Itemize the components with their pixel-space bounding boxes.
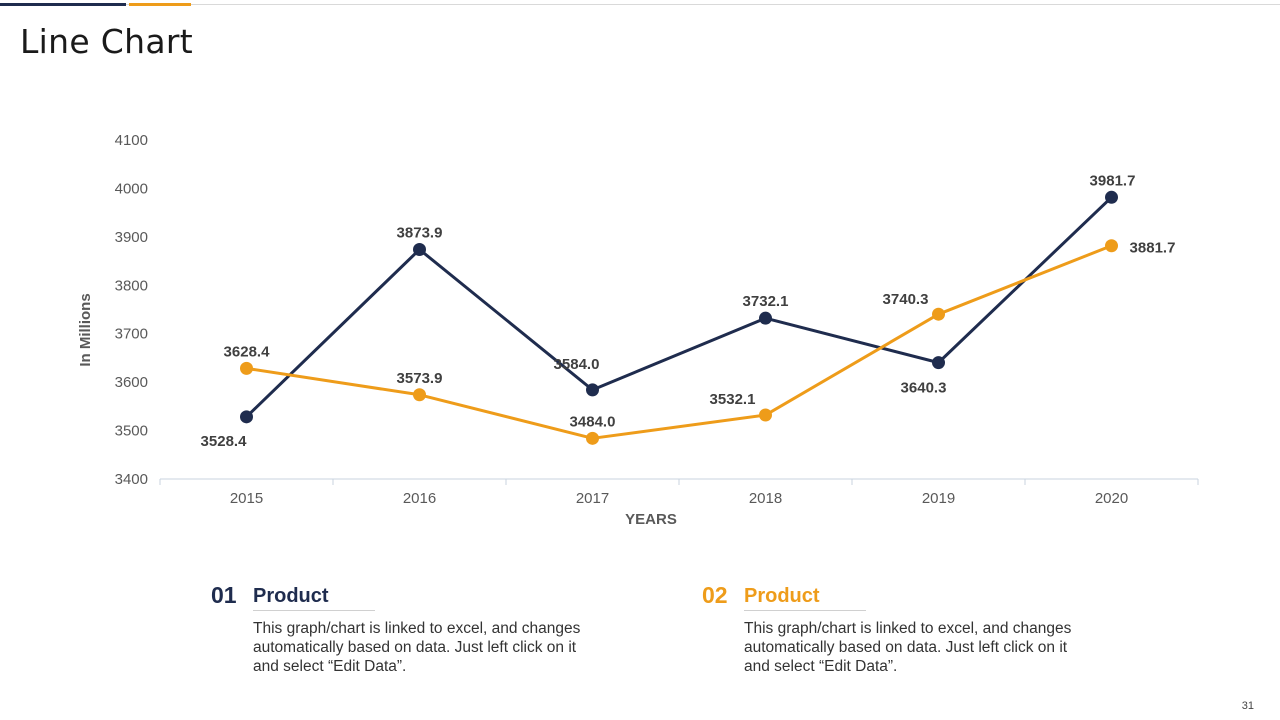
y-tick-label: 3500 — [115, 423, 148, 440]
data-label: 3873.9 — [397, 224, 443, 241]
legend-title: Product — [744, 585, 820, 607]
series-line-2 — [245, 244, 1113, 440]
data-point — [759, 408, 772, 422]
legend-title: Product — [253, 585, 329, 607]
data-label: 3532.1 — [710, 391, 756, 408]
y-tick-label: 3900 — [115, 229, 148, 246]
data-point — [932, 356, 945, 370]
data-label: 3584.0 — [554, 356, 600, 373]
data-point — [586, 383, 599, 397]
y-tick-label: 4000 — [115, 180, 148, 197]
x-tick-label: 2015 — [230, 490, 263, 507]
legend-description: This graph/chart is linked to excel, and… — [253, 620, 581, 675]
x-tick-label: 2018 — [749, 490, 782, 507]
data-label: 3640.3 — [901, 380, 947, 397]
data-label: 3484.0 — [570, 413, 616, 430]
data-label: 3573.9 — [397, 370, 443, 387]
x-axis-title: YEARS — [625, 511, 677, 528]
x-tick-label: 2017 — [576, 490, 609, 507]
data-point — [759, 311, 772, 325]
title-accent-gold — [129, 3, 191, 6]
data-point — [586, 431, 599, 445]
y-tick-label: 4100 — [115, 132, 148, 149]
y-tick-label: 3600 — [115, 374, 148, 391]
legend-underline — [744, 610, 866, 611]
data-label: 3981.7 — [1090, 172, 1136, 189]
legend-underline — [253, 610, 375, 611]
y-axis-title: In Millions — [77, 293, 94, 366]
data-point — [240, 361, 253, 375]
legend-number: 02 — [702, 582, 728, 608]
page-title: Line Chart — [20, 22, 193, 61]
title-accent-navy — [0, 3, 126, 6]
data-point — [240, 410, 253, 424]
legend-number: 01 — [211, 582, 237, 608]
x-tick-label: 2016 — [403, 490, 436, 507]
data-label: 3740.3 — [883, 291, 929, 308]
page-number: 31 — [1241, 700, 1254, 712]
series-line-1 — [245, 195, 1113, 419]
data-label: 3732.1 — [743, 293, 789, 310]
data-point — [413, 388, 426, 402]
top-divider — [0, 4, 1280, 5]
y-tick-label: 3800 — [115, 277, 148, 294]
data-label: 3528.4 — [201, 433, 248, 450]
y-tick-label: 3700 — [115, 326, 148, 343]
x-tick-label: 2020 — [1095, 490, 1128, 507]
data-point — [1105, 239, 1118, 253]
y-tick-label: 3400 — [115, 471, 148, 488]
data-label: 3628.4 — [224, 343, 271, 360]
x-tick-label: 2019 — [922, 490, 955, 507]
data-point — [413, 242, 426, 256]
data-point — [1105, 190, 1118, 204]
legend-description: This graph/chart is linked to excel, and… — [744, 620, 1072, 675]
data-point — [932, 307, 945, 321]
data-label: 3881.7 — [1130, 240, 1176, 257]
